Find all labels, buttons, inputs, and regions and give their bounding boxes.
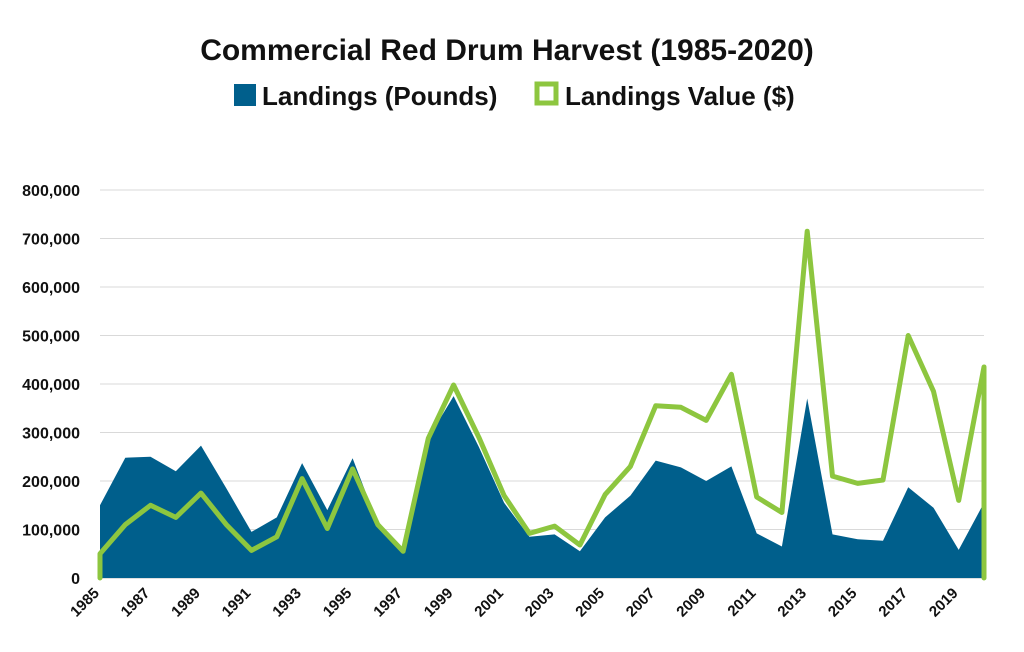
line-series-landings-value	[97, 228, 987, 581]
legend-label-landings-value: Landings Value ($)	[565, 81, 795, 111]
x-tick-label: 2015	[825, 585, 861, 621]
line-series	[97, 228, 987, 581]
legend-swatch-landings-pounds	[234, 84, 256, 106]
x-tick-label: 1999	[421, 585, 457, 621]
x-tick-label: 2013	[774, 585, 810, 621]
legend-label-landings-pounds: Landings (Pounds)	[262, 81, 497, 111]
y-tick-label: 100,000	[22, 523, 80, 540]
y-axis-ticks: 0 100,000 200,000 300,000 400,000 500,000 600,…	[22, 183, 80, 588]
x-tick-label: 1997	[370, 585, 406, 621]
y-tick-label: 500,000	[22, 329, 80, 346]
legend: Landings (Pounds) Landings Value ($)	[234, 81, 795, 111]
x-tick-label: 1985	[67, 585, 103, 621]
x-tick-label: 1987	[118, 585, 154, 621]
y-tick-label: 700,000	[22, 232, 80, 249]
x-tick-label: 2007	[623, 585, 659, 621]
y-tick-label: 200,000	[22, 474, 80, 491]
x-tick-label: 2003	[522, 585, 558, 621]
x-tick-label: 1991	[219, 585, 255, 621]
x-tick-label: 2011	[724, 585, 759, 620]
x-tick-label: 2009	[673, 585, 709, 621]
x-tick-label: 2019	[926, 585, 962, 621]
legend-swatch-landings-value	[534, 81, 559, 106]
y-tick-label: 600,000	[22, 280, 80, 297]
area-series-landings-pounds	[100, 396, 984, 578]
x-tick-label: 1989	[168, 585, 204, 621]
chart-title: Commercial Red Drum Harvest (1985-2020)	[200, 34, 814, 67]
x-axis-ticks: 1985 1987 1989 1991 1993 1995 1997 1999 2001 2003…	[67, 585, 961, 621]
y-tick-label: 300,000	[22, 426, 80, 443]
x-tick-label: 2017	[875, 585, 911, 621]
x-tick-label: 2005	[572, 585, 608, 621]
y-tick-label: 800,000	[22, 183, 80, 200]
x-tick-label: 1995	[320, 585, 356, 621]
x-tick-label: 2001	[471, 585, 507, 621]
area-series	[100, 396, 984, 578]
y-tick-label: 400,000	[22, 377, 80, 394]
y-tick-label: 0	[71, 571, 80, 588]
x-tick-label: 1993	[269, 585, 305, 621]
